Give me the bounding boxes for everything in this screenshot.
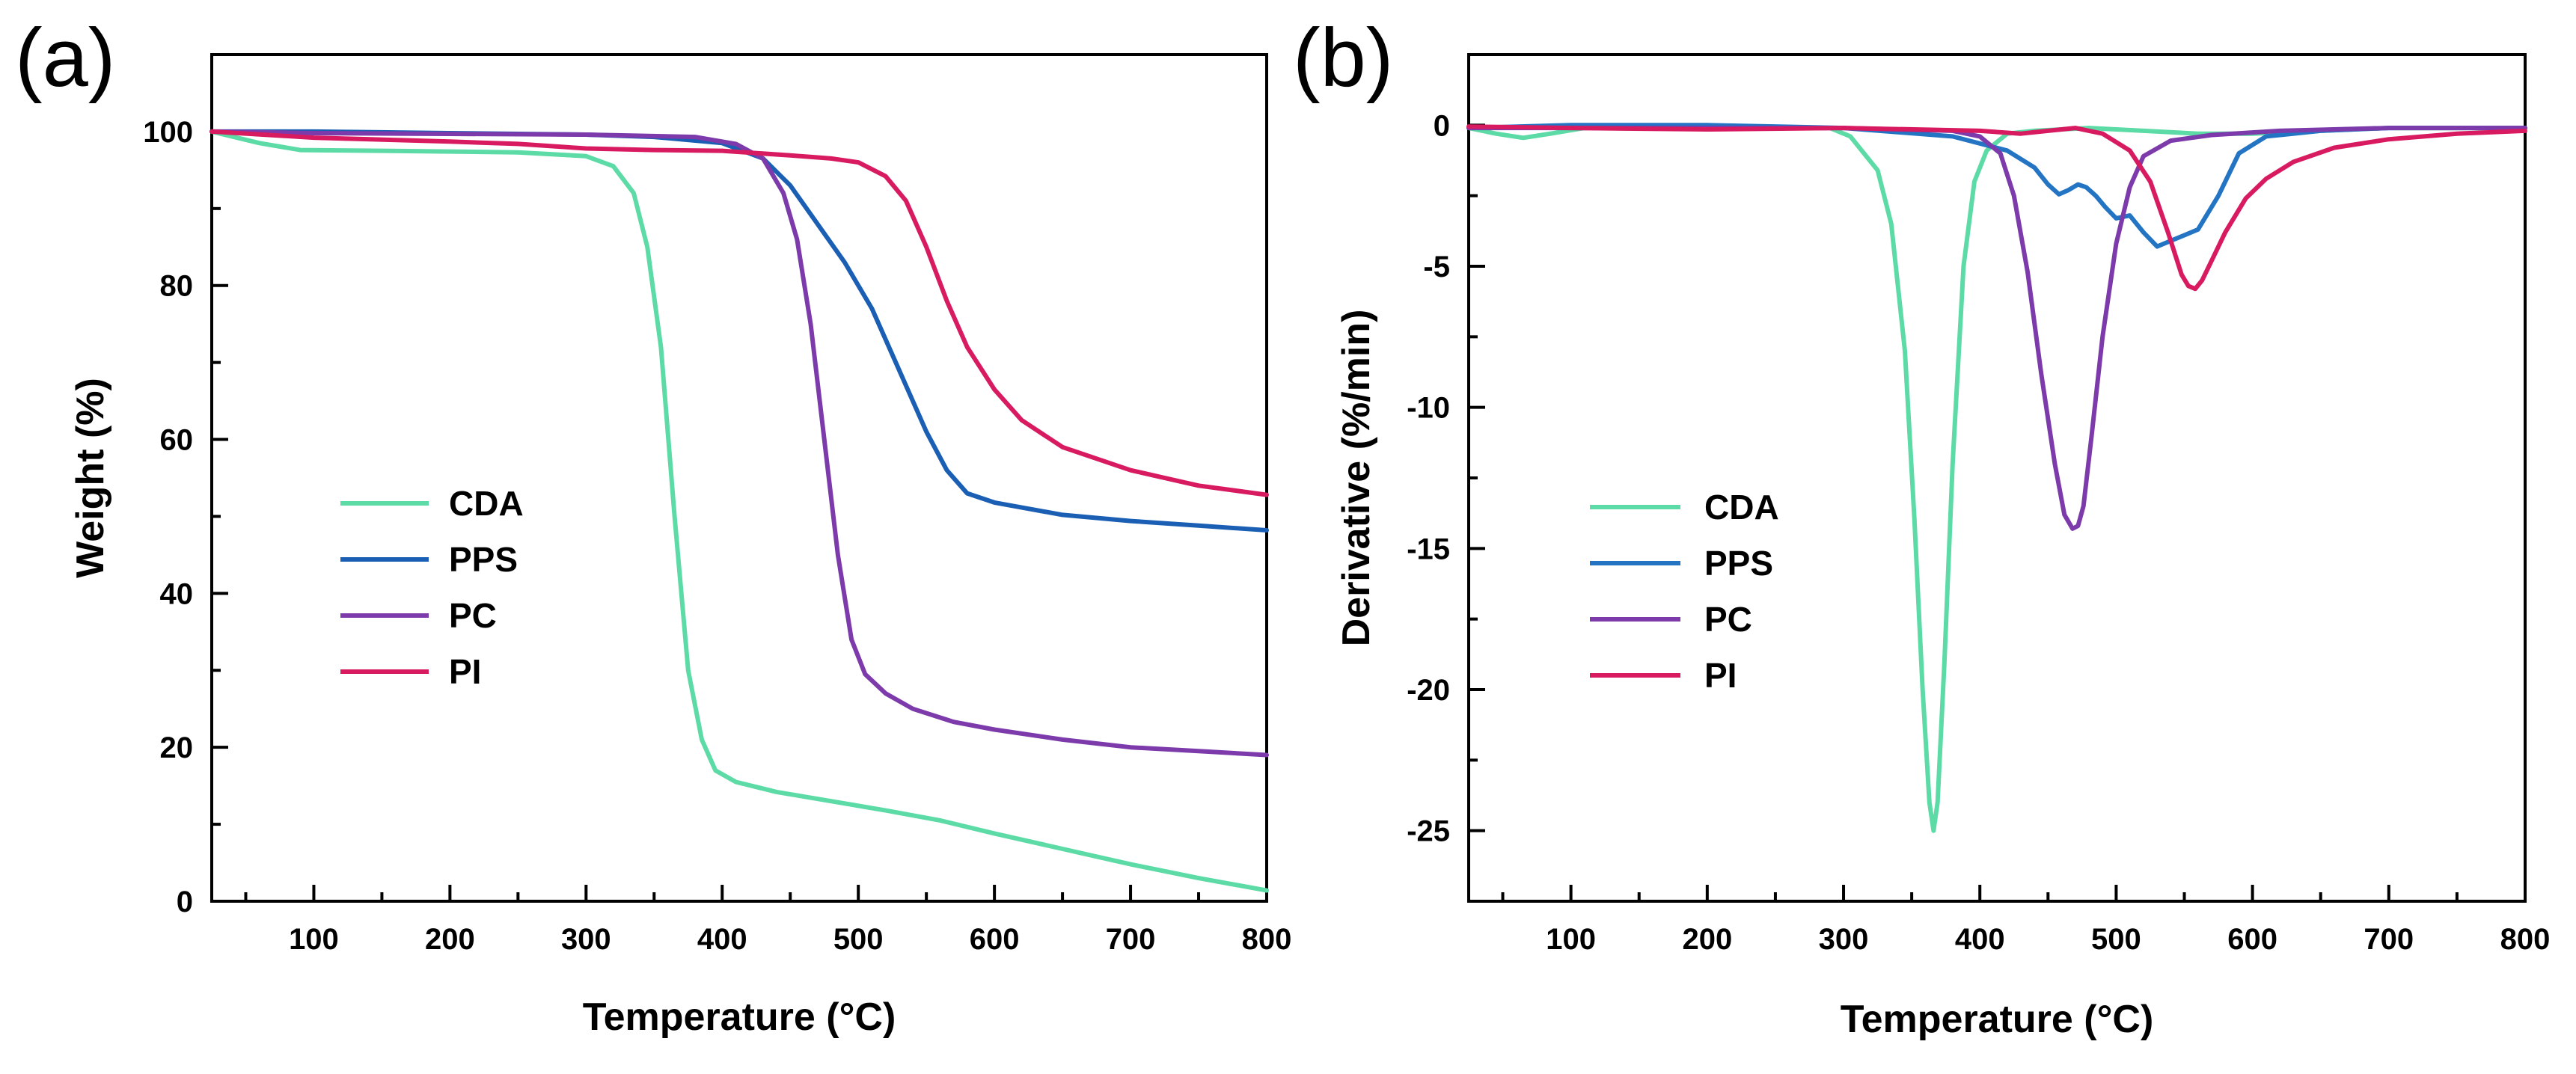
panel-b-y-tick-label: -20 — [1407, 674, 1450, 707]
panel-a-x-tick-label: 700 — [1106, 923, 1156, 956]
panel-a-legend-label-cda: CDA — [449, 484, 524, 523]
panel-b-y-tick-label: -10 — [1407, 392, 1450, 425]
panel-b-x-axis-title: Temperature (°C) — [1841, 998, 2154, 1041]
panel-b-y-tick-label: -5 — [1423, 251, 1450, 283]
panel-a-plot-frame — [210, 53, 1268, 903]
panel-a-legend-label-pi: PI — [449, 652, 481, 691]
panel-b-ticks: 100 200 300 400 500 600 700 800 -25 -20 -15 -10 -5 0 — [1407, 109, 2550, 956]
panel-b-legend-label-pps: PPS — [1704, 544, 1773, 583]
panel-a-y-tick-label: 20 — [160, 731, 194, 764]
panel-b-series-pps — [1466, 123, 2527, 249]
panel-b-x-tick-label: 200 — [1682, 923, 1732, 956]
panel-a-ticks: 100 200 300 400 500 600 700 800 0 20 40 60 80 100 — [143, 116, 1291, 956]
panel-a-series — [209, 129, 1269, 893]
panel-a-x-tick-label: 100 — [289, 923, 339, 956]
panel-b-legend-label-pi: PI — [1704, 656, 1737, 695]
panel-a: (a) 100 200 300 400 500 600 700 800020406080100… — [15, 12, 1291, 1039]
panel-b-x-tick-label: 700 — [2364, 923, 2414, 956]
panel-a-series-cda — [209, 129, 1269, 893]
panel-a-legend-label-pc: PC — [449, 596, 497, 635]
panel-b: (b) 100 200 300 400 500 600 700 800 -25 -20 -15 -10… — [1293, 12, 2550, 1041]
panel-b-legend-label-pc: PC — [1704, 600, 1752, 639]
panel-b-x-tick-label: 800 — [2500, 923, 2551, 956]
panel-b-y-axis-title: Derivative (%/min) — [1335, 310, 1378, 647]
panel-b-x-tick-label: 600 — [2227, 923, 2277, 956]
panel-b-label: (b) — [1293, 12, 1393, 104]
panel-b-y-tick-label: -25 — [1407, 815, 1450, 848]
panel-b-x-tick-label: 300 — [1819, 923, 1869, 956]
panel-b-legend: CDA PPS PC PI — [1590, 488, 1779, 695]
panel-b-series — [1466, 123, 2527, 833]
panel-a-label: (a) — [15, 12, 115, 104]
panel-a-y-tick-label: 0 — [177, 886, 193, 918]
panel-a-series-pc — [209, 129, 1269, 758]
panel-a-x-tick-label: 300 — [561, 923, 611, 956]
panel-a-x-tick-label: 500 — [833, 923, 884, 956]
panel-a-legend-label-pps: PPS — [449, 540, 518, 579]
panel-a-x-tick-label: 800 — [1242, 923, 1292, 956]
panel-a-x-tick-label: 600 — [970, 923, 1020, 956]
panel-a-legend: CDA PPS PC PI — [340, 484, 524, 691]
panel-a-y-tick-label: 60 — [160, 424, 194, 457]
panel-a-x-tick-label: 400 — [697, 923, 747, 956]
panel-b-x-tick-label: 500 — [2091, 923, 2141, 956]
panel-a-y-axis-title: Weight (%) — [69, 378, 112, 578]
panel-a-y-tick-label: 100 — [143, 116, 193, 149]
panel-a-x-axis-title: Temperature (°C) — [583, 995, 896, 1039]
panel-a-series-pi — [209, 129, 1269, 497]
panel-b-y-tick-label: 0 — [1434, 109, 1450, 142]
panel-a-y-tick-label: 40 — [160, 577, 194, 610]
panel-b-y-tick-label: -15 — [1407, 533, 1450, 565]
panel-b-x-tick-label: 400 — [1955, 923, 2005, 956]
panel-b-legend-label-cda: CDA — [1704, 488, 1779, 527]
panel-b-x-tick-label: 100 — [1546, 923, 1596, 956]
panel-a-x-tick-label: 200 — [425, 923, 475, 956]
panel-b-series-pi — [1466, 124, 2527, 292]
panel-a-y-tick-label: 80 — [160, 270, 194, 303]
